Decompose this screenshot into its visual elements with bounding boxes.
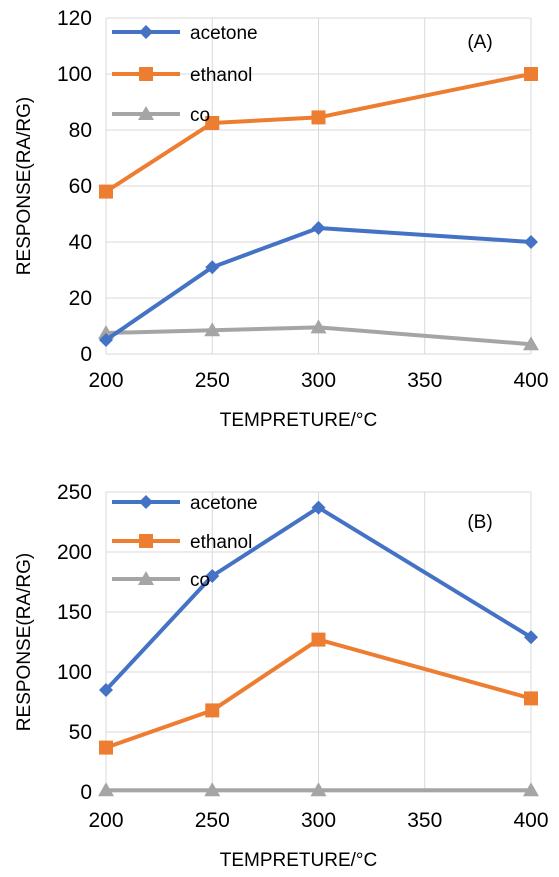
y-tick-label: 50: [69, 721, 92, 744]
data-point-ethanol: [205, 116, 220, 130]
series-line-ethanol: [104, 72, 533, 194]
x-tick-label: 400: [513, 369, 548, 392]
x-tick-label: 250: [195, 809, 230, 832]
panel-label: (A): [467, 32, 492, 53]
data-point-acetone: [205, 569, 220, 583]
data-point-acetone: [99, 683, 113, 697]
data-point-co: [310, 782, 327, 797]
x-tick-label: 200: [88, 369, 123, 392]
y-tick-label: 200: [57, 541, 92, 564]
data-point-co: [204, 782, 221, 797]
y-axis-title: RESPONSE(RA/RG): [14, 553, 35, 731]
y-tick-label: 20: [69, 287, 92, 310]
x-tick-label: 250: [195, 369, 230, 392]
y-tick-label: 250: [57, 481, 92, 504]
data-point-acetone: [311, 221, 326, 235]
legend-label-acetone: acetone: [190, 493, 258, 514]
x-tick-label: 300: [301, 369, 336, 392]
panel-label: (B): [467, 512, 492, 533]
data-point-ethanol: [99, 740, 113, 755]
y-tick-label: 100: [57, 63, 92, 86]
legend-marker-co: [138, 106, 154, 120]
data-point-co: [98, 782, 114, 797]
data-point-ethanol: [99, 184, 113, 199]
legend-label-co: co: [190, 570, 210, 591]
data-point-ethanol: [311, 110, 326, 125]
panel-a: 0 20 40 60 80 100 120 200 250 300 350 400 TEMPRETURE…: [14, 7, 549, 431]
y-tick-label: 0: [80, 343, 92, 366]
x-axis-title: TEMPRETURE/°C: [220, 410, 378, 431]
y-tick-label: 80: [69, 119, 92, 142]
legend-marker-ethanol: [139, 67, 153, 81]
y-axis-title: RESPONSE(RA/RG): [14, 97, 35, 275]
y-tick-label: 120: [57, 7, 92, 30]
data-point-ethanol: [311, 632, 326, 647]
y-tick-label: 100: [57, 661, 92, 684]
y-tick-label: 60: [69, 175, 92, 198]
x-axis-title: TEMPRETURE/°C: [220, 850, 378, 871]
y-tick-label: 40: [69, 231, 92, 254]
series-line-acetone: [104, 226, 533, 342]
x-tick-label: 350: [407, 809, 442, 832]
data-point-ethanol: [205, 703, 220, 718]
x-tick-label: 300: [301, 809, 336, 832]
data-point-co: [310, 319, 327, 334]
panel-b: 0 50 100 150 200 250 200 250 300 350 400 TEMPRETURE…: [14, 481, 549, 871]
series-line-acetone: [104, 505, 533, 692]
data-point-co: [523, 336, 539, 351]
x-tick-label: 350: [407, 369, 442, 392]
x-tick-label: 200: [88, 809, 123, 832]
y-tick-label: 0: [80, 781, 92, 804]
legend-label-ethanol: ethanol: [190, 532, 252, 553]
legend-marker-co: [138, 571, 154, 585]
series-line-co: [104, 325, 533, 347]
legend-marker-ethanol: [139, 534, 153, 548]
legend-label-acetone: acetone: [190, 23, 258, 44]
y-tick-label: 150: [57, 601, 92, 624]
data-point-ethanol: [524, 67, 538, 81]
series-line-ethanol: [104, 637, 533, 750]
legend-label-co: co: [190, 105, 210, 126]
legend-label-ethanol: ethanol: [190, 65, 252, 86]
data-point-acetone: [99, 333, 113, 347]
data-point-acetone: [524, 630, 538, 645]
legend-marker-acetone: [139, 495, 153, 509]
data-point-acetone: [205, 260, 220, 275]
x-tick-label: 400: [513, 809, 548, 832]
legend-marker-acetone: [139, 25, 153, 39]
data-point-co: [204, 322, 221, 337]
data-point-co: [523, 782, 539, 797]
data-point-acetone: [524, 235, 538, 249]
data-point-acetone: [311, 500, 326, 515]
data-point-ethanol: [524, 691, 538, 706]
